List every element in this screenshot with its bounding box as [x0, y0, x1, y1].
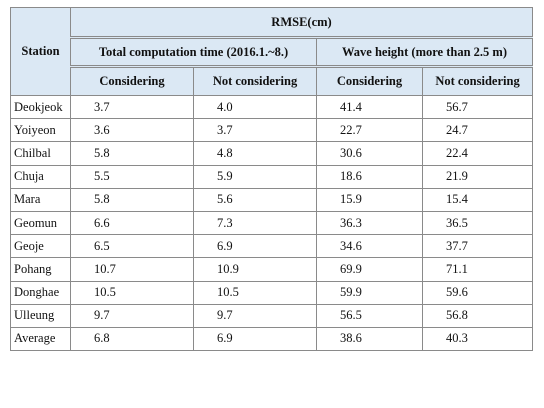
total-considering-cell: 10.7 — [70, 257, 194, 282]
total-not-considering-cell: 6.9 — [193, 326, 317, 352]
wave-not-considering-cell: 24.7 — [422, 118, 533, 143]
total-considering-cell: 3.7 — [70, 94, 194, 120]
table-body: Deokjeok 3.7 4.0 41.4 56.7 Yoiyeon 3.6 3.7 22.7 2… — [10, 94, 533, 352]
wave-considering-cell: 18.6 — [316, 164, 423, 189]
table-row: Chilbal 5.8 4.8 30.6 22.4 — [10, 141, 533, 166]
wave-considering-cell: 15.9 — [316, 187, 423, 212]
wave-not-considering-cell: 22.4 — [422, 141, 533, 166]
station-cell: Average — [10, 326, 71, 352]
total-not-considering-cell: 10.5 — [193, 280, 317, 305]
station-cell: Chilbal — [10, 141, 71, 166]
wave-considering-cell: 69.9 — [316, 257, 423, 282]
table-row: Deokjeok 3.7 4.0 41.4 56.7 — [10, 94, 533, 120]
table-row: Pohang 10.7 10.9 69.9 71.1 — [10, 257, 533, 282]
wave-considering-cell: 56.5 — [316, 303, 423, 328]
table-row: Geoje 6.5 6.9 34.6 37.7 — [10, 234, 533, 259]
wave-considering-cell: 36.3 — [316, 210, 423, 236]
wave-not-considering-cell: 56.7 — [422, 94, 533, 120]
wave-considering-cell: 30.6 — [316, 141, 423, 166]
group-header-total-time: Total computation time (2016.1.~8.) — [70, 37, 317, 67]
wave-considering-cell: 38.6 — [316, 326, 423, 352]
total-considering-cell: 9.7 — [70, 303, 194, 328]
station-cell: Pohang — [10, 257, 71, 282]
total-not-considering-cell: 9.7 — [193, 303, 317, 328]
wave-not-considering-cell: 71.1 — [422, 257, 533, 282]
wave-not-considering-cell: 15.4 — [422, 187, 533, 212]
total-not-considering-cell: 4.0 — [193, 94, 317, 120]
wave-not-considering-cell: 59.6 — [422, 280, 533, 305]
sub-header-not-considering-2: Not considering — [422, 65, 533, 96]
total-not-considering-cell: 4.8 — [193, 141, 317, 166]
station-cell: Ulleung — [10, 303, 71, 328]
wave-not-considering-cell: 40.3 — [422, 326, 533, 352]
wave-not-considering-cell: 56.8 — [422, 303, 533, 328]
sub-header-not-considering-1: Not considering — [193, 65, 317, 96]
total-not-considering-cell: 3.7 — [193, 118, 317, 143]
total-considering-cell: 3.6 — [70, 118, 194, 143]
station-cell: Deokjeok — [10, 94, 71, 120]
total-not-considering-cell: 5.9 — [193, 164, 317, 189]
wave-not-considering-cell: 21.9 — [422, 164, 533, 189]
total-considering-cell: 5.8 — [70, 141, 194, 166]
table-row: Yoiyeon 3.6 3.7 22.7 24.7 — [10, 118, 533, 143]
total-considering-cell: 5.8 — [70, 187, 194, 212]
total-not-considering-cell: 6.9 — [193, 234, 317, 259]
table-row: Mara 5.8 5.6 15.9 15.4 — [10, 187, 533, 212]
station-cell: Geomun — [10, 210, 71, 236]
table-row: Chuja 5.5 5.9 18.6 21.9 — [10, 164, 533, 189]
total-not-considering-cell: 10.9 — [193, 257, 317, 282]
station-cell: Geoje — [10, 234, 71, 259]
total-considering-cell: 5.5 — [70, 164, 194, 189]
table-row: Average 6.8 6.9 38.6 40.3 — [10, 326, 533, 352]
total-considering-cell: 10.5 — [70, 280, 194, 305]
total-considering-cell: 6.6 — [70, 210, 194, 236]
rmse-table-container: Station RMSE(cm) Total computation time … — [10, 7, 533, 352]
wave-not-considering-cell: 37.7 — [422, 234, 533, 259]
station-cell: Yoiyeon — [10, 118, 71, 143]
wave-considering-cell: 41.4 — [316, 94, 423, 120]
table-row: Geomun 6.6 7.3 36.3 36.5 — [10, 210, 533, 236]
table-row: Donghae 10.5 10.5 59.9 59.6 — [10, 280, 533, 305]
wave-not-considering-cell: 36.5 — [422, 210, 533, 236]
rmse-header: RMSE(cm) — [70, 7, 533, 39]
station-cell: Donghae — [10, 280, 71, 305]
wave-considering-cell: 59.9 — [316, 280, 423, 305]
station-cell: Chuja — [10, 164, 71, 189]
total-considering-cell: 6.8 — [70, 326, 194, 352]
sub-header-considering-1: Considering — [70, 65, 194, 96]
total-not-considering-cell: 5.6 — [193, 187, 317, 212]
total-not-considering-cell: 7.3 — [193, 210, 317, 236]
total-considering-cell: 6.5 — [70, 234, 194, 259]
rmse-table: Station RMSE(cm) Total computation time … — [10, 7, 533, 352]
table-row: Ulleung 9.7 9.7 56.5 56.8 — [10, 303, 533, 328]
wave-considering-cell: 34.6 — [316, 234, 423, 259]
group-header-wave-height: Wave height (more than 2.5 m) — [316, 37, 533, 67]
station-header: Station — [10, 7, 71, 96]
station-cell: Mara — [10, 187, 71, 212]
sub-header-considering-2: Considering — [316, 65, 423, 96]
wave-considering-cell: 22.7 — [316, 118, 423, 143]
